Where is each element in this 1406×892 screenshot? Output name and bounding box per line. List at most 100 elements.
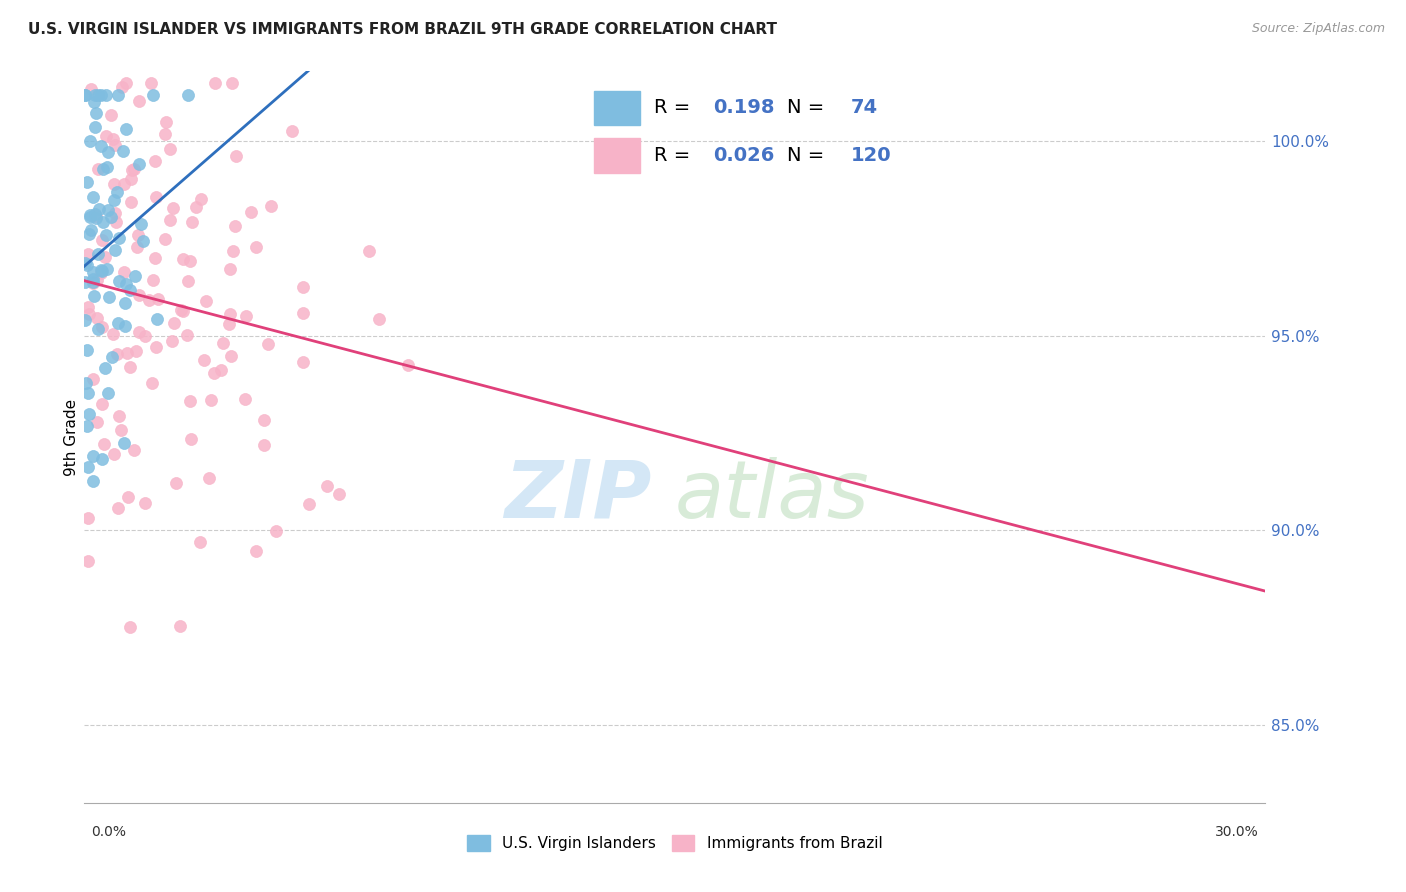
- Point: [97, 202, 120, 217]
- Text: 30.0%: 30.0%: [1215, 825, 1258, 839]
- Point: [396, 358, 419, 372]
- Point: [115, 277, 138, 291]
- Point: [180, 215, 202, 229]
- Point: [222, 244, 245, 258]
- Point: [103, 193, 125, 207]
- Point: [122, 161, 145, 176]
- Point: [111, 144, 134, 158]
- Point: [188, 535, 211, 549]
- Bar: [593, 137, 640, 173]
- Point: [146, 312, 169, 326]
- Point: [77, 459, 100, 474]
- Text: N =: N =: [787, 145, 831, 165]
- Point: [190, 192, 212, 206]
- Point: [169, 619, 191, 633]
- Point: [253, 413, 276, 427]
- Point: [76, 175, 98, 189]
- Point: [143, 153, 166, 168]
- Point: [75, 256, 97, 270]
- Point: [233, 392, 256, 407]
- Point: [86, 87, 108, 102]
- Point: [83, 87, 105, 102]
- Point: [90, 139, 112, 153]
- Point: [100, 108, 122, 122]
- Bar: [593, 91, 640, 126]
- Point: [114, 319, 136, 334]
- Point: [202, 366, 225, 380]
- Point: [117, 490, 139, 504]
- Point: [291, 355, 314, 369]
- Point: [107, 87, 129, 102]
- Text: ZIP: ZIP: [503, 457, 651, 534]
- Point: [77, 307, 100, 321]
- Text: R =: R =: [654, 98, 696, 118]
- Point: [90, 87, 112, 102]
- Point: [134, 329, 156, 343]
- Point: [90, 233, 112, 247]
- Point: [204, 76, 226, 90]
- Point: [115, 76, 138, 90]
- Point: [153, 127, 176, 141]
- Point: [103, 447, 125, 461]
- Point: [127, 228, 149, 243]
- Point: [166, 475, 188, 490]
- Point: [104, 205, 127, 219]
- Point: [84, 211, 107, 225]
- Point: [77, 510, 100, 524]
- Point: [114, 295, 136, 310]
- Point: [176, 327, 198, 342]
- Point: [93, 437, 115, 451]
- Point: [97, 385, 120, 400]
- Point: [160, 334, 183, 349]
- Point: [77, 227, 100, 241]
- Point: [103, 177, 125, 191]
- Point: [146, 292, 169, 306]
- Point: [127, 240, 149, 254]
- Point: [315, 479, 337, 493]
- Point: [75, 87, 97, 102]
- Point: [159, 213, 181, 227]
- Point: [77, 386, 100, 401]
- Point: [180, 433, 202, 447]
- Point: [77, 553, 100, 567]
- Point: [221, 76, 243, 90]
- Point: [172, 304, 194, 318]
- Point: [94, 87, 117, 102]
- Point: [82, 372, 104, 386]
- Point: [104, 214, 127, 228]
- Text: 0.198: 0.198: [714, 98, 775, 118]
- Y-axis label: 9th Grade: 9th Grade: [63, 399, 79, 475]
- Point: [298, 497, 321, 511]
- Point: [94, 128, 117, 143]
- Point: [145, 190, 167, 204]
- Point: [235, 309, 257, 323]
- Point: [82, 276, 104, 290]
- Point: [200, 392, 222, 407]
- Point: [87, 322, 110, 336]
- Point: [79, 134, 101, 148]
- Point: [224, 219, 246, 234]
- Point: [103, 327, 125, 342]
- Point: [114, 121, 136, 136]
- Point: [122, 442, 145, 457]
- Point: [110, 423, 132, 437]
- Point: [138, 293, 160, 308]
- Point: [105, 347, 128, 361]
- Point: [260, 199, 283, 213]
- Point: [172, 252, 194, 267]
- Text: 0.026: 0.026: [714, 145, 775, 165]
- Point: [141, 376, 163, 391]
- Point: [82, 272, 104, 286]
- Point: [107, 316, 129, 330]
- Point: [108, 274, 131, 288]
- Point: [84, 105, 107, 120]
- Point: [253, 438, 276, 452]
- Point: [94, 361, 117, 376]
- Point: [120, 171, 142, 186]
- Point: [194, 293, 217, 308]
- Point: [75, 313, 97, 327]
- Text: U.S. VIRGIN ISLANDER VS IMMIGRANTS FROM BRAZIL 9TH GRADE CORRELATION CHART: U.S. VIRGIN ISLANDER VS IMMIGRANTS FROM …: [28, 22, 778, 37]
- Point: [186, 200, 208, 214]
- Point: [128, 288, 150, 302]
- Point: [105, 185, 128, 199]
